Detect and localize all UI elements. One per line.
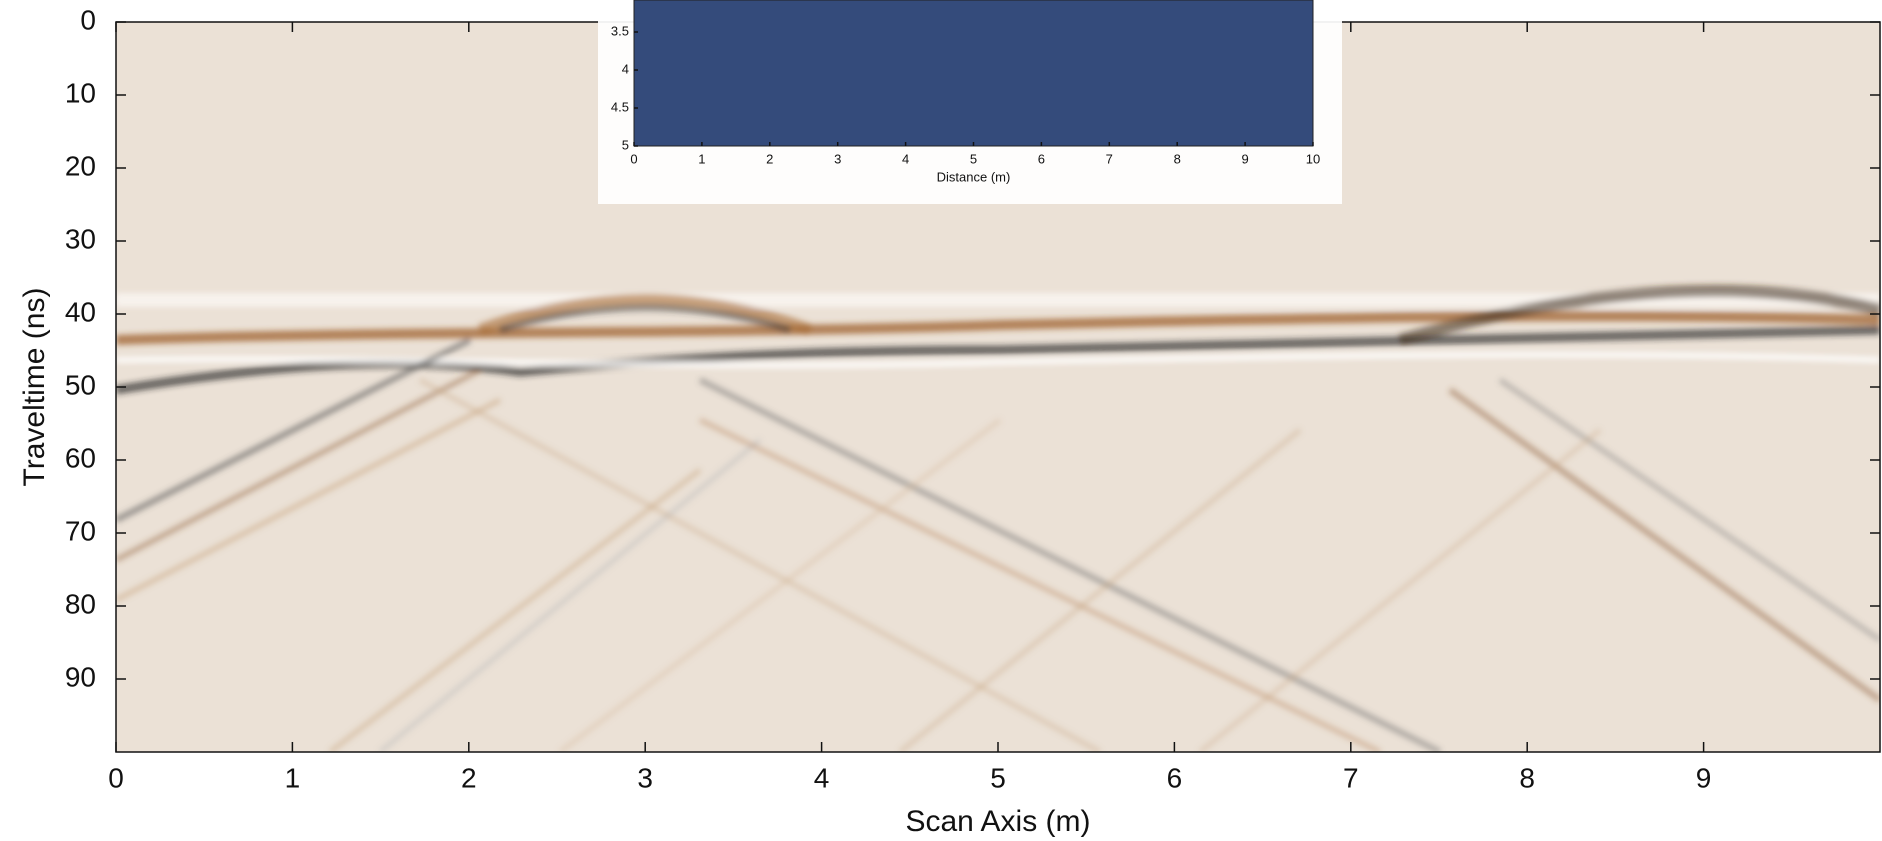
- x-tick-label: 6: [1167, 762, 1183, 793]
- x-tick-label: 3: [834, 151, 841, 166]
- x-tick-label: 1: [285, 762, 301, 793]
- x-tick-label: 1: [698, 151, 705, 166]
- y-axis-label: Traveltime (ns): [18, 288, 51, 487]
- x-tick-label: 2: [766, 151, 773, 166]
- x-tick-label: 7: [1106, 151, 1113, 166]
- x-axis-label: Distance (m): [937, 169, 1011, 184]
- x-tick-label: 2: [461, 762, 477, 793]
- x-tick-label: 3: [637, 762, 653, 793]
- y-tick-label: 5: [622, 137, 629, 152]
- y-tick-label: 3.5: [611, 23, 629, 38]
- x-tick-label: 0: [630, 151, 637, 166]
- x-tick-label: 9: [1696, 762, 1712, 793]
- x-axis-label: Scan Axis (m): [905, 805, 1090, 838]
- x-tick-label: 7: [1343, 762, 1359, 793]
- y-tick-label: 40: [65, 296, 96, 327]
- x-tick-label: 8: [1519, 762, 1535, 793]
- x-tick-label: 10: [1306, 151, 1320, 166]
- y-tick-label: 20: [65, 150, 96, 181]
- x-tick-label: 5: [970, 151, 977, 166]
- x-tick-label: 9: [1241, 151, 1248, 166]
- model-fill: [634, 0, 1313, 146]
- x-tick-label: 5: [990, 762, 1006, 793]
- y-tick-label: 0: [80, 4, 96, 35]
- x-tick-label: 4: [814, 762, 830, 793]
- y-tick-label: 50: [65, 369, 96, 400]
- y-tick-label: 80: [65, 588, 96, 619]
- y-tick-label: 30: [65, 223, 96, 254]
- x-tick-label: 8: [1174, 151, 1181, 166]
- y-tick-label: 4.5: [611, 99, 629, 114]
- y-tick-label: 10: [65, 77, 96, 108]
- x-tick-label: 4: [902, 151, 909, 166]
- x-tick-label: 6: [1038, 151, 1045, 166]
- x-tick-label: 0: [108, 762, 124, 793]
- y-tick-label: 60: [65, 442, 96, 473]
- reflections: [116, 284, 1880, 752]
- y-tick-label: 90: [65, 661, 96, 692]
- y-tick-label: 70: [65, 515, 96, 546]
- y-tick-label: 4: [622, 61, 629, 76]
